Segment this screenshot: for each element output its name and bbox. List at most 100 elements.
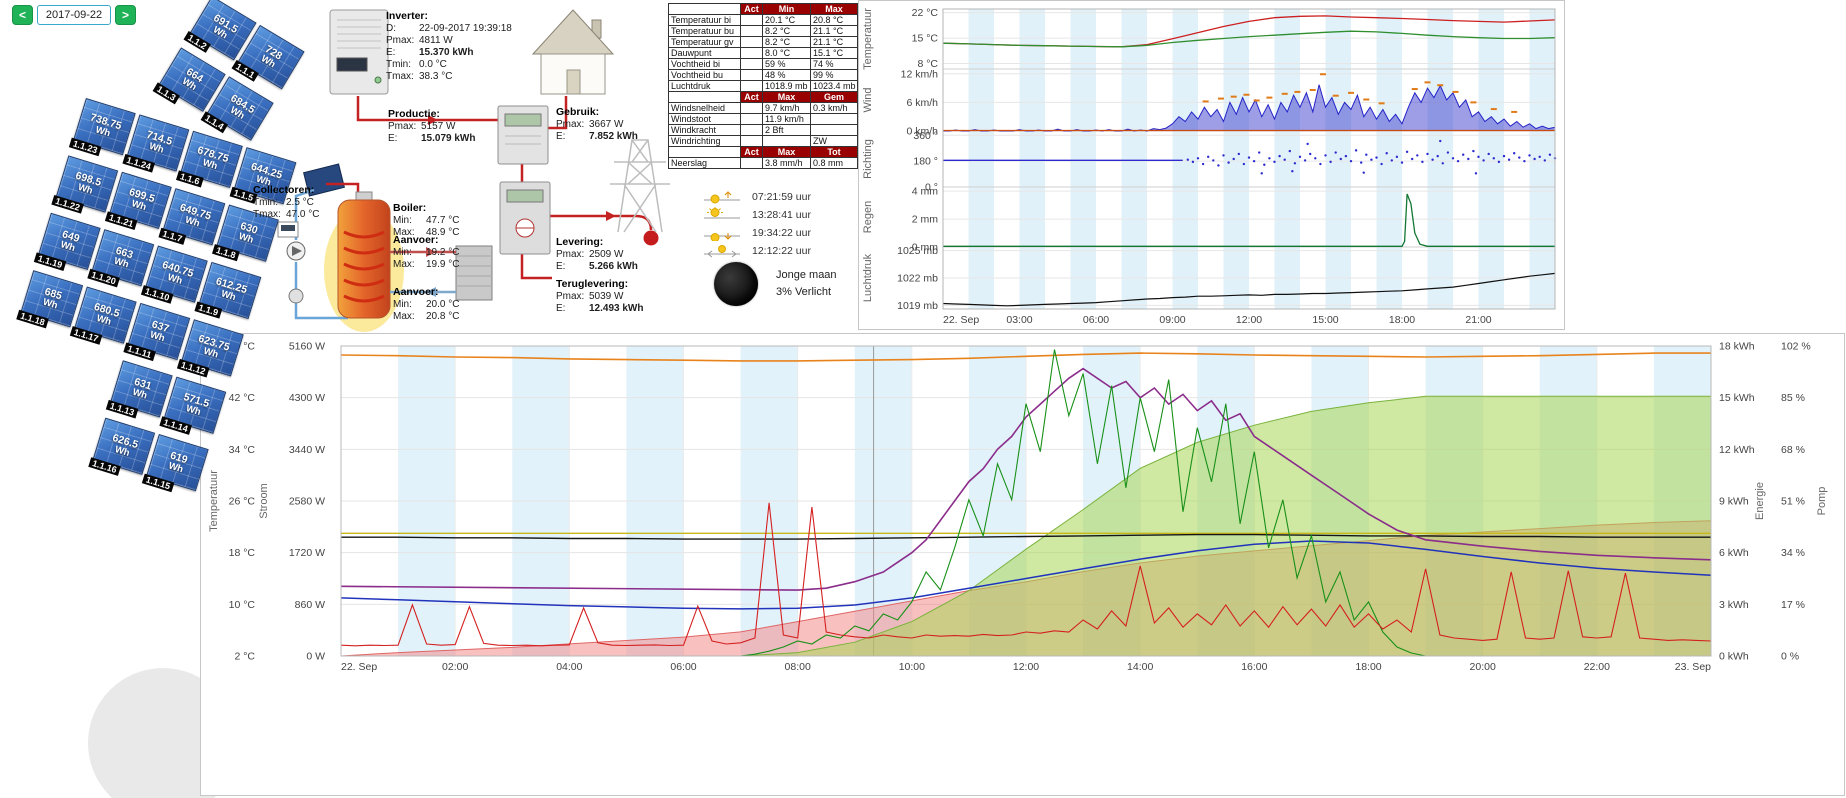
windsnelheid (943, 84, 1555, 131)
hour-band (1223, 9, 1249, 309)
prev-day-button[interactable]: < (12, 5, 33, 25)
windrichting-punten (1319, 162, 1322, 166)
hour-band (1019, 9, 1045, 309)
sun-time-row: 07:21:59 uur (702, 188, 811, 206)
weather-table-row: Vochtheid bi 59 % 74 % (668, 58, 858, 70)
windrichting-punten (1405, 150, 1409, 154)
sun-time-value: 12:12:22 uur (752, 245, 811, 257)
y-tick-label: 6 kWh (1719, 547, 1749, 559)
solar-panel[interactable]: 714.5 Wh 1.1.24 (122, 114, 190, 173)
y-tick-label: 5160 W (289, 341, 325, 353)
info-line: Pmax: 5039 W (556, 290, 624, 302)
date-field[interactable]: 2017-09-22 (37, 5, 111, 25)
temperatuur-gevoel (942, 30, 1556, 48)
info-line: Pmax: 5157 W (388, 120, 456, 132)
windrichting-punten (1252, 159, 1256, 163)
y-tick-label: 3440 W (289, 444, 325, 456)
y-tick-label: 4300 W (289, 392, 325, 404)
info-title: Aanvoer: (393, 234, 439, 246)
windrichting-punten (1477, 155, 1480, 159)
y-tick-label: 0 ° (925, 182, 938, 194)
windrichting-punten (1349, 159, 1353, 163)
solar-panel[interactable]: 649.75 Wh 1.1.7 (158, 188, 226, 246)
windrichting-punten (1196, 157, 1200, 160)
aanvoer-info-2: Aanvoer: Min: 20.0 °C Max: 20.8 °C (393, 286, 459, 323)
x-tick-label: 16:00 (1241, 661, 1267, 673)
solar-panel[interactable]: 698.5 Wh 1.1.22 (51, 155, 119, 214)
flow-arrow (426, 287, 436, 297)
y-tick-label: 85 % (1781, 392, 1805, 404)
windrichting-punten (1416, 154, 1419, 157)
x-tick-label: 06:00 (670, 661, 696, 673)
hour-band (1478, 9, 1504, 309)
windrichting-punten (1303, 159, 1307, 162)
solar-panel[interactable]: 738.75 Wh 1.1.23 (68, 98, 136, 157)
panel-id-label: 1.1.1 (231, 59, 259, 82)
next-day-button[interactable]: > (115, 5, 136, 25)
solar-panel[interactable]: 680.5 Wh 1.1.17 (69, 286, 137, 345)
info-line: E: 7.852 kWh (556, 130, 638, 142)
solar-panel[interactable]: 685 Wh 1.1.18 (16, 270, 84, 329)
windrichting-punten (1298, 155, 1302, 159)
windrichting-punten (1513, 152, 1516, 155)
y-tick-label: 180 ° (913, 156, 938, 168)
windrichting-punten (1339, 157, 1342, 161)
solar-panel[interactable]: 649 Wh 1.1.19 (33, 212, 101, 271)
windrichting-punten (1523, 159, 1526, 163)
hour-band (1121, 9, 1147, 309)
x-tick-label: 12:00 (1236, 314, 1262, 326)
panel-energy-unit: Wh (183, 214, 202, 229)
windrichting-punten (1492, 157, 1495, 160)
y-tick-label: 1720 W (289, 547, 325, 559)
y-tick-label: 34 % (1781, 547, 1805, 559)
weather-chart-panel[interactable]: 22 °C 15 °C 8 °C Temperatuur 12 km/h 6 km/h 0 … (858, 0, 1565, 330)
hour-band (1529, 9, 1555, 309)
windrichting-punten (1380, 162, 1383, 166)
solar-panel[interactable]: 663 Wh 1.1.20 (87, 229, 155, 288)
y-tick-label: 0 W (306, 651, 325, 663)
windrichting-punten (1467, 157, 1470, 161)
moon-phase-icon (714, 262, 758, 306)
solar-panel[interactable]: 640.75 Wh 1.1.10 (140, 245, 208, 304)
solar-panel[interactable]: 699.5 Wh 1.1.21 (104, 171, 172, 230)
weather-table: Act Min Max Temperatuur bi 20.1 °C 20.8 °C Tem… (668, 3, 858, 169)
panel-energy-unit: Wh (201, 156, 219, 172)
info-line: Min: 47.7 °C (393, 214, 460, 226)
panel-energy-unit: Wh (202, 345, 220, 361)
y-tick-label: 1025 mb (897, 245, 938, 257)
sun-time-row: 19:34:22 uur (702, 224, 811, 242)
panel-id-label: 1.1.2 (183, 30, 211, 53)
energy-chart-panel[interactable]: 50 °C 42 °C 34 °C 26 °C 18 °C 10 °C 2 °C Temper… (200, 333, 1845, 796)
x-tick-label: 06:00 (1083, 314, 1109, 326)
windrichting-punten (1212, 159, 1215, 162)
windrichting-punten (1283, 158, 1286, 161)
sun-time-row: 12:12:22 uur (702, 242, 811, 260)
solar-panel[interactable]: 637 Wh 1.1.11 (123, 302, 191, 361)
neerslag (943, 193, 1555, 247)
axis-name-label: Temperatuur (208, 470, 220, 532)
weather-table-header: Act Min Max (668, 3, 858, 15)
solar-panel[interactable]: 626.5 Wh 1.1.16 (88, 417, 156, 476)
day-length-icon (704, 245, 740, 258)
panel-id-label: 1.1.3 (152, 82, 181, 105)
solar-panel[interactable]: 631 Wh 1.1.13 (105, 360, 173, 419)
windrichting-punten (1370, 158, 1373, 161)
panel-id-label: 1.1.18 (16, 309, 49, 329)
info-title: Collectoren: (253, 184, 315, 196)
x-tick-label: 02:00 (442, 661, 468, 673)
axis-name-label: Pomp (1816, 487, 1828, 516)
weather-table-header: Act Max Gem (668, 91, 858, 103)
date-navigation: < 2017-09-22 > (12, 5, 136, 25)
info-line: Max: 48.9 °C (393, 226, 460, 238)
y-tick-label: 9 kWh (1719, 496, 1749, 508)
luchtdruk (942, 272, 1556, 307)
energy-chart: 50 °C42 °C34 °C26 °C18 °C10 °C2 °CTemper… (208, 341, 1828, 674)
windrichting-punten (1497, 160, 1501, 164)
info-title: Gebruik: (556, 106, 600, 118)
y-tick-label: 860 W (295, 599, 325, 611)
weather-table-row: Neerslag 3.8 mm/h 0.8 mm (668, 157, 858, 169)
y-tick-label: 12 km/h (901, 68, 939, 80)
info-line: E: 15.370 kWh (386, 46, 474, 58)
y-tick-label: 102 % (1781, 341, 1811, 353)
panel-id-label: 1.1.22 (51, 194, 84, 214)
